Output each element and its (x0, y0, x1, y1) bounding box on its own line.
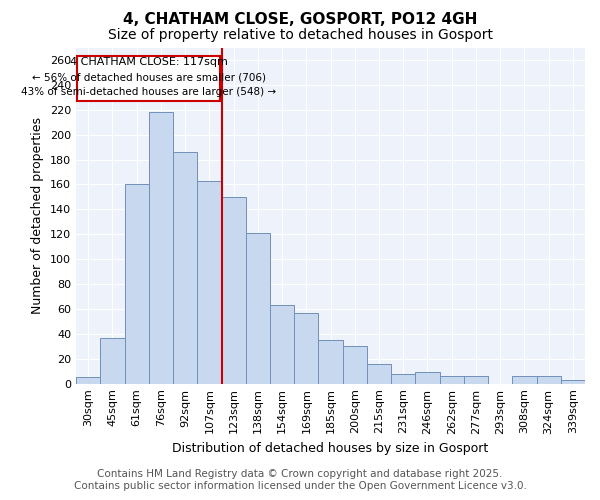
Bar (221, 197, 246, 384)
Bar (319, 340, 343, 384)
Bar (367, 364, 391, 384)
Text: Contains HM Land Registry data © Crown copyright and database right 2025.
Contai: Contains HM Land Registry data © Crown c… (74, 470, 526, 491)
Bar (415, 372, 440, 384)
Bar (246, 233, 270, 384)
Bar (561, 380, 585, 384)
FancyBboxPatch shape (77, 56, 220, 101)
Text: ← 56% of detached houses are smaller (706): ← 56% of detached houses are smaller (70… (32, 72, 266, 82)
Bar (125, 184, 149, 384)
Bar (440, 376, 464, 384)
Bar (270, 305, 294, 384)
Text: 43% of semi-detached houses are larger (548) →: 43% of semi-detached houses are larger (… (21, 87, 277, 97)
Bar (512, 376, 536, 384)
Text: Size of property relative to detached houses in Gosport: Size of property relative to detached ho… (107, 28, 493, 42)
Bar (100, 338, 125, 384)
Bar (197, 180, 221, 384)
Bar (294, 312, 319, 384)
Text: 4, CHATHAM CLOSE, GOSPORT, PO12 4GH: 4, CHATHAM CLOSE, GOSPORT, PO12 4GH (123, 12, 477, 28)
Bar (391, 374, 415, 384)
Bar (464, 376, 488, 384)
Bar (149, 112, 173, 384)
Bar (536, 376, 561, 384)
X-axis label: Distribution of detached houses by size in Gosport: Distribution of detached houses by size … (172, 442, 488, 455)
Bar (343, 346, 367, 384)
Y-axis label: Number of detached properties: Number of detached properties (31, 117, 44, 314)
Bar (173, 152, 197, 384)
Text: 4 CHATHAM CLOSE: 117sqm: 4 CHATHAM CLOSE: 117sqm (70, 57, 228, 67)
Bar (76, 378, 100, 384)
